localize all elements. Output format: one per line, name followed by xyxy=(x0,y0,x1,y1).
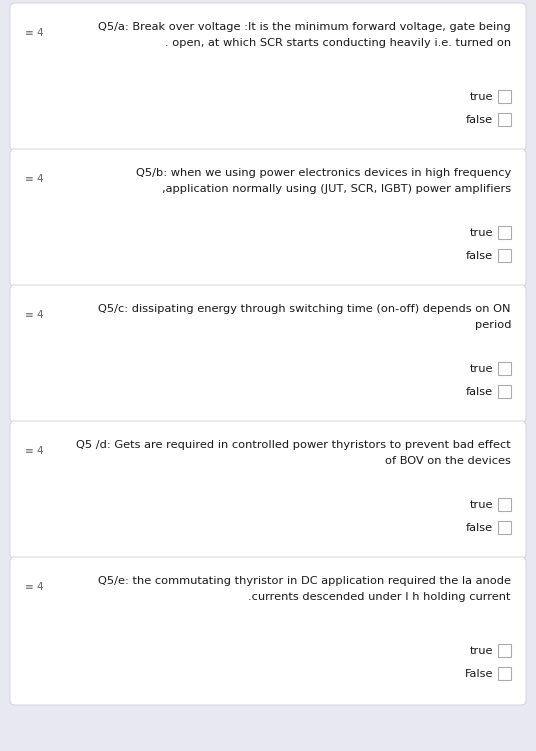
FancyBboxPatch shape xyxy=(498,521,511,535)
FancyBboxPatch shape xyxy=(498,499,511,511)
FancyBboxPatch shape xyxy=(498,668,511,680)
FancyBboxPatch shape xyxy=(498,91,511,104)
Text: Q5/a: Break over voltage :It is the minimum forward voltage, gate being: Q5/a: Break over voltage :It is the mini… xyxy=(98,22,511,32)
Text: false: false xyxy=(466,115,493,125)
Text: ≡ 4: ≡ 4 xyxy=(25,174,43,184)
FancyBboxPatch shape xyxy=(10,149,526,287)
Text: true: true xyxy=(470,228,493,238)
FancyBboxPatch shape xyxy=(10,285,526,423)
Text: false: false xyxy=(466,387,493,397)
FancyBboxPatch shape xyxy=(498,363,511,376)
Text: false: false xyxy=(466,523,493,533)
FancyBboxPatch shape xyxy=(498,249,511,263)
Text: Q5/c: dissipating energy through switching time (on-off) depends on ON: Q5/c: dissipating energy through switchi… xyxy=(99,304,511,314)
Text: true: true xyxy=(470,646,493,656)
Text: true: true xyxy=(470,500,493,510)
Text: Q5/b: when we using power electronics devices in high frequency: Q5/b: when we using power electronics de… xyxy=(136,168,511,178)
FancyBboxPatch shape xyxy=(498,113,511,126)
Text: ≡ 4: ≡ 4 xyxy=(25,582,43,592)
FancyBboxPatch shape xyxy=(10,421,526,559)
Text: ≡ 4: ≡ 4 xyxy=(25,28,43,38)
Text: ,application normally using (JUT, SCR, IGBT) power amplifiers: ,application normally using (JUT, SCR, I… xyxy=(162,184,511,194)
Text: false: false xyxy=(466,251,493,261)
Text: . open, at which SCR starts conducting heavily i.e. turned on: . open, at which SCR starts conducting h… xyxy=(165,38,511,48)
Text: true: true xyxy=(470,364,493,374)
Text: of BOV on the devices: of BOV on the devices xyxy=(385,456,511,466)
Text: False: False xyxy=(465,669,493,679)
Text: true: true xyxy=(470,92,493,102)
Text: Q5 /d: Gets are required in controlled power thyristors to prevent bad effect: Q5 /d: Gets are required in controlled p… xyxy=(76,440,511,450)
FancyBboxPatch shape xyxy=(10,557,526,705)
Text: period: period xyxy=(474,320,511,330)
Text: ≡ 4: ≡ 4 xyxy=(25,446,43,456)
FancyBboxPatch shape xyxy=(498,644,511,657)
FancyBboxPatch shape xyxy=(498,227,511,240)
Text: ≡ 4: ≡ 4 xyxy=(25,310,43,320)
FancyBboxPatch shape xyxy=(498,385,511,399)
FancyBboxPatch shape xyxy=(10,3,526,151)
Text: Q5/e: the commutating thyristor in DC application required the la anode: Q5/e: the commutating thyristor in DC ap… xyxy=(98,576,511,586)
Text: .currents descended under I h holding current: .currents descended under I h holding cu… xyxy=(249,592,511,602)
